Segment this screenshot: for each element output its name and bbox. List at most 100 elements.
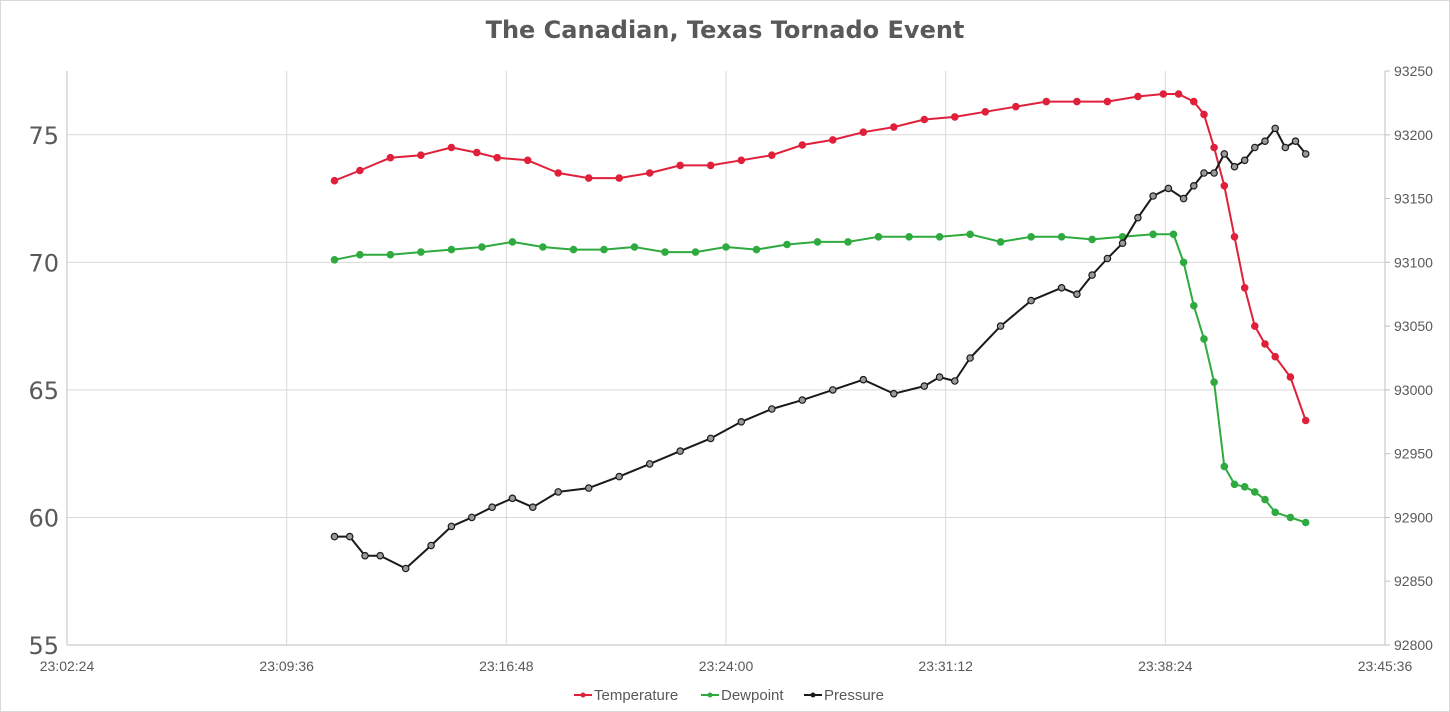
pressure-point xyxy=(1190,182,1198,190)
y-right-tick-label: 92900 xyxy=(1394,509,1433,525)
axis-layer: 55 60 65 70 75 92800 92850 92900 92950 93000 93050… xyxy=(28,63,1433,674)
legend[interactable]: Temperature Dewpoint Pressure xyxy=(574,687,884,704)
temperature-point xyxy=(706,161,715,170)
series-dewpoint xyxy=(330,230,1310,527)
temperature-point xyxy=(798,141,807,149)
dewpoint-point xyxy=(1301,518,1310,527)
temperature-point xyxy=(356,166,364,175)
pressure-point xyxy=(1088,271,1096,279)
dewpoint-point xyxy=(874,233,883,241)
temperature-point xyxy=(1190,97,1198,106)
temperature-point xyxy=(1042,97,1051,106)
pressure-point xyxy=(767,405,776,413)
dewpoint-point xyxy=(447,245,456,254)
temperature-point xyxy=(386,153,395,162)
pressure-point xyxy=(1230,162,1239,171)
y-right-tick-label: 93250 xyxy=(1394,63,1433,79)
y-right-tick-label: 93150 xyxy=(1394,191,1433,207)
dewpoint-point xyxy=(508,238,517,246)
temperature-point xyxy=(584,174,593,182)
pressure-point xyxy=(401,564,410,573)
dewpoint-point xyxy=(844,238,852,246)
dewpoint-point xyxy=(1179,258,1188,267)
y-right-tick-label: 93100 xyxy=(1394,254,1433,270)
temperature-point xyxy=(859,128,868,137)
x-tick-label: 23:09:36 xyxy=(259,658,314,674)
temperature-point xyxy=(950,113,959,121)
pressure-point xyxy=(330,532,339,541)
y-left-tick-label: 70 xyxy=(28,249,59,277)
dewpoint-point xyxy=(813,238,822,246)
pressure-point xyxy=(376,551,385,560)
y-right-tick-label: 93200 xyxy=(1394,127,1433,143)
x-tick-label: 23:31:12 xyxy=(918,658,973,674)
dewpoint-point xyxy=(1057,233,1066,241)
temperature-point xyxy=(330,176,339,185)
pressure-point xyxy=(966,354,974,362)
pressure-point xyxy=(508,494,517,503)
dewpoint-point xyxy=(966,230,974,239)
pressure-point xyxy=(1073,290,1081,299)
dewpoint-point xyxy=(1190,301,1198,310)
temperature-point xyxy=(1200,110,1208,119)
dewpoint-point xyxy=(417,248,425,256)
grid-layer xyxy=(67,71,1385,645)
y-right-tick-label: 93050 xyxy=(1394,318,1433,334)
pressure-point xyxy=(1149,192,1157,200)
dewpoint-point xyxy=(661,248,669,256)
pressure-point xyxy=(1220,150,1229,158)
dewpoint-point xyxy=(539,243,547,251)
dewpoint-point xyxy=(600,245,608,254)
temperature-point xyxy=(417,151,425,160)
pressure-point xyxy=(798,396,807,404)
legend-label: Pressure xyxy=(824,687,884,704)
pressure-line xyxy=(334,127,1307,570)
x-tick-label: 23:24:00 xyxy=(699,658,754,674)
temperature-point xyxy=(1174,90,1183,98)
y-left-tick-label: 55 xyxy=(28,632,59,660)
pressure-point xyxy=(1210,169,1218,177)
dewpoint-point xyxy=(569,245,578,254)
legend-swatch-marker xyxy=(810,692,816,698)
pressure-point xyxy=(645,460,654,468)
pressure-point xyxy=(615,472,624,481)
pressure-point xyxy=(1103,254,1112,263)
temperature-point xyxy=(493,153,502,162)
dewpoint-point xyxy=(1240,482,1249,491)
temperature-point xyxy=(676,161,685,170)
pressure-point xyxy=(676,447,685,455)
dewpoint-point xyxy=(935,233,944,241)
temperature-point xyxy=(920,115,929,124)
temperature-point xyxy=(1011,102,1020,111)
temperature-point xyxy=(1159,90,1168,98)
temperature-point xyxy=(1220,182,1229,190)
pressure-point xyxy=(935,373,944,381)
y-left-tick-label: 65 xyxy=(28,377,59,405)
legend-item-pressure[interactable]: Pressure xyxy=(804,687,884,704)
legend-item-temperature[interactable]: Temperature xyxy=(574,687,678,704)
pressure-point xyxy=(447,522,456,531)
pressure-point xyxy=(828,386,837,394)
pressure-point xyxy=(1301,150,1310,158)
dewpoint-point xyxy=(1251,488,1259,496)
legend-swatch-marker xyxy=(707,692,713,698)
temperature-point xyxy=(1210,143,1218,152)
pressure-point xyxy=(859,375,868,384)
dewpoint-point xyxy=(1271,508,1280,517)
y-left-tick-label: 75 xyxy=(28,122,59,150)
pressure-point xyxy=(1179,194,1188,203)
dewpoint-point xyxy=(630,243,639,251)
dewpoint-point xyxy=(691,248,700,256)
dewpoint-point xyxy=(356,250,364,259)
temperature-point xyxy=(1230,233,1239,241)
dewpoint-line xyxy=(334,233,1307,524)
legend-item-dewpoint[interactable]: Dewpoint xyxy=(701,687,784,704)
pressure-point xyxy=(1281,143,1290,152)
temperature-point xyxy=(1073,97,1081,106)
dewpoint-point xyxy=(1220,462,1229,471)
temperature-point xyxy=(523,156,532,165)
pressure-point xyxy=(1240,156,1249,165)
temperature-point xyxy=(1240,283,1249,292)
temperature-point xyxy=(1286,373,1295,381)
